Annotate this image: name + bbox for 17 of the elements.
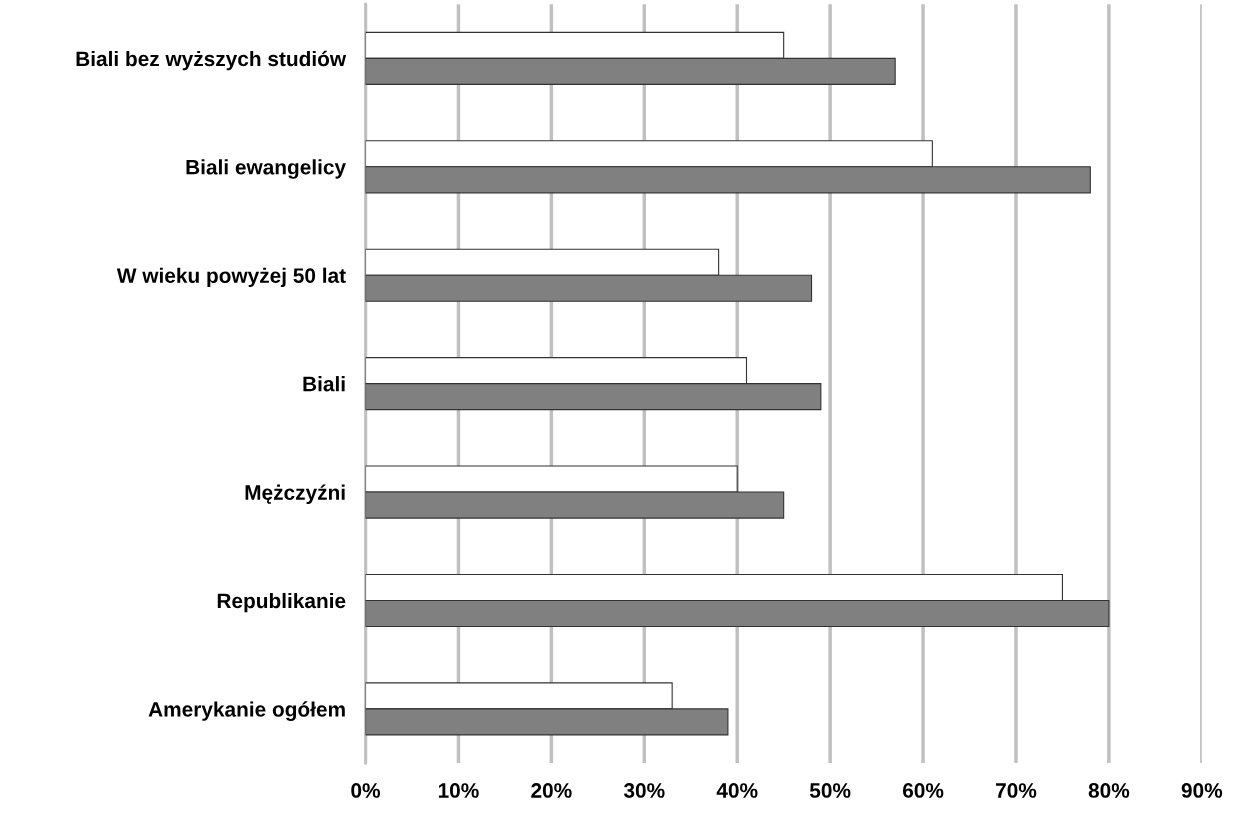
x-tick-label: 50% — [809, 783, 851, 798]
x-tick-label: 80% — [1088, 783, 1130, 798]
y-tick-label: Biali ewangelicy — [186, 159, 346, 179]
x-tick-label: 90% — [1181, 783, 1223, 798]
x-tick-label: 20% — [531, 783, 572, 798]
y-tick-label: Mężczyźni — [245, 484, 345, 505]
y-tick-label: W wieku powyżej 50 lat — [116, 267, 346, 288]
x-tick-label: 10% — [438, 783, 479, 798]
x-tick-label: 60% — [902, 783, 944, 798]
x-tick-label: 70% — [996, 783, 1037, 798]
x-tick-label: 0% — [351, 783, 381, 798]
y-tick-label: Amerykanie ogółem — [148, 701, 345, 721]
y-tick-label: Biali bez wyższych studiów — [76, 50, 347, 71]
x-tick-label: 30% — [623, 783, 665, 798]
x-tick-label: 40% — [716, 783, 758, 798]
y-tick-label: Republikanie — [217, 592, 346, 613]
y-tick-label: Biali — [303, 376, 345, 392]
